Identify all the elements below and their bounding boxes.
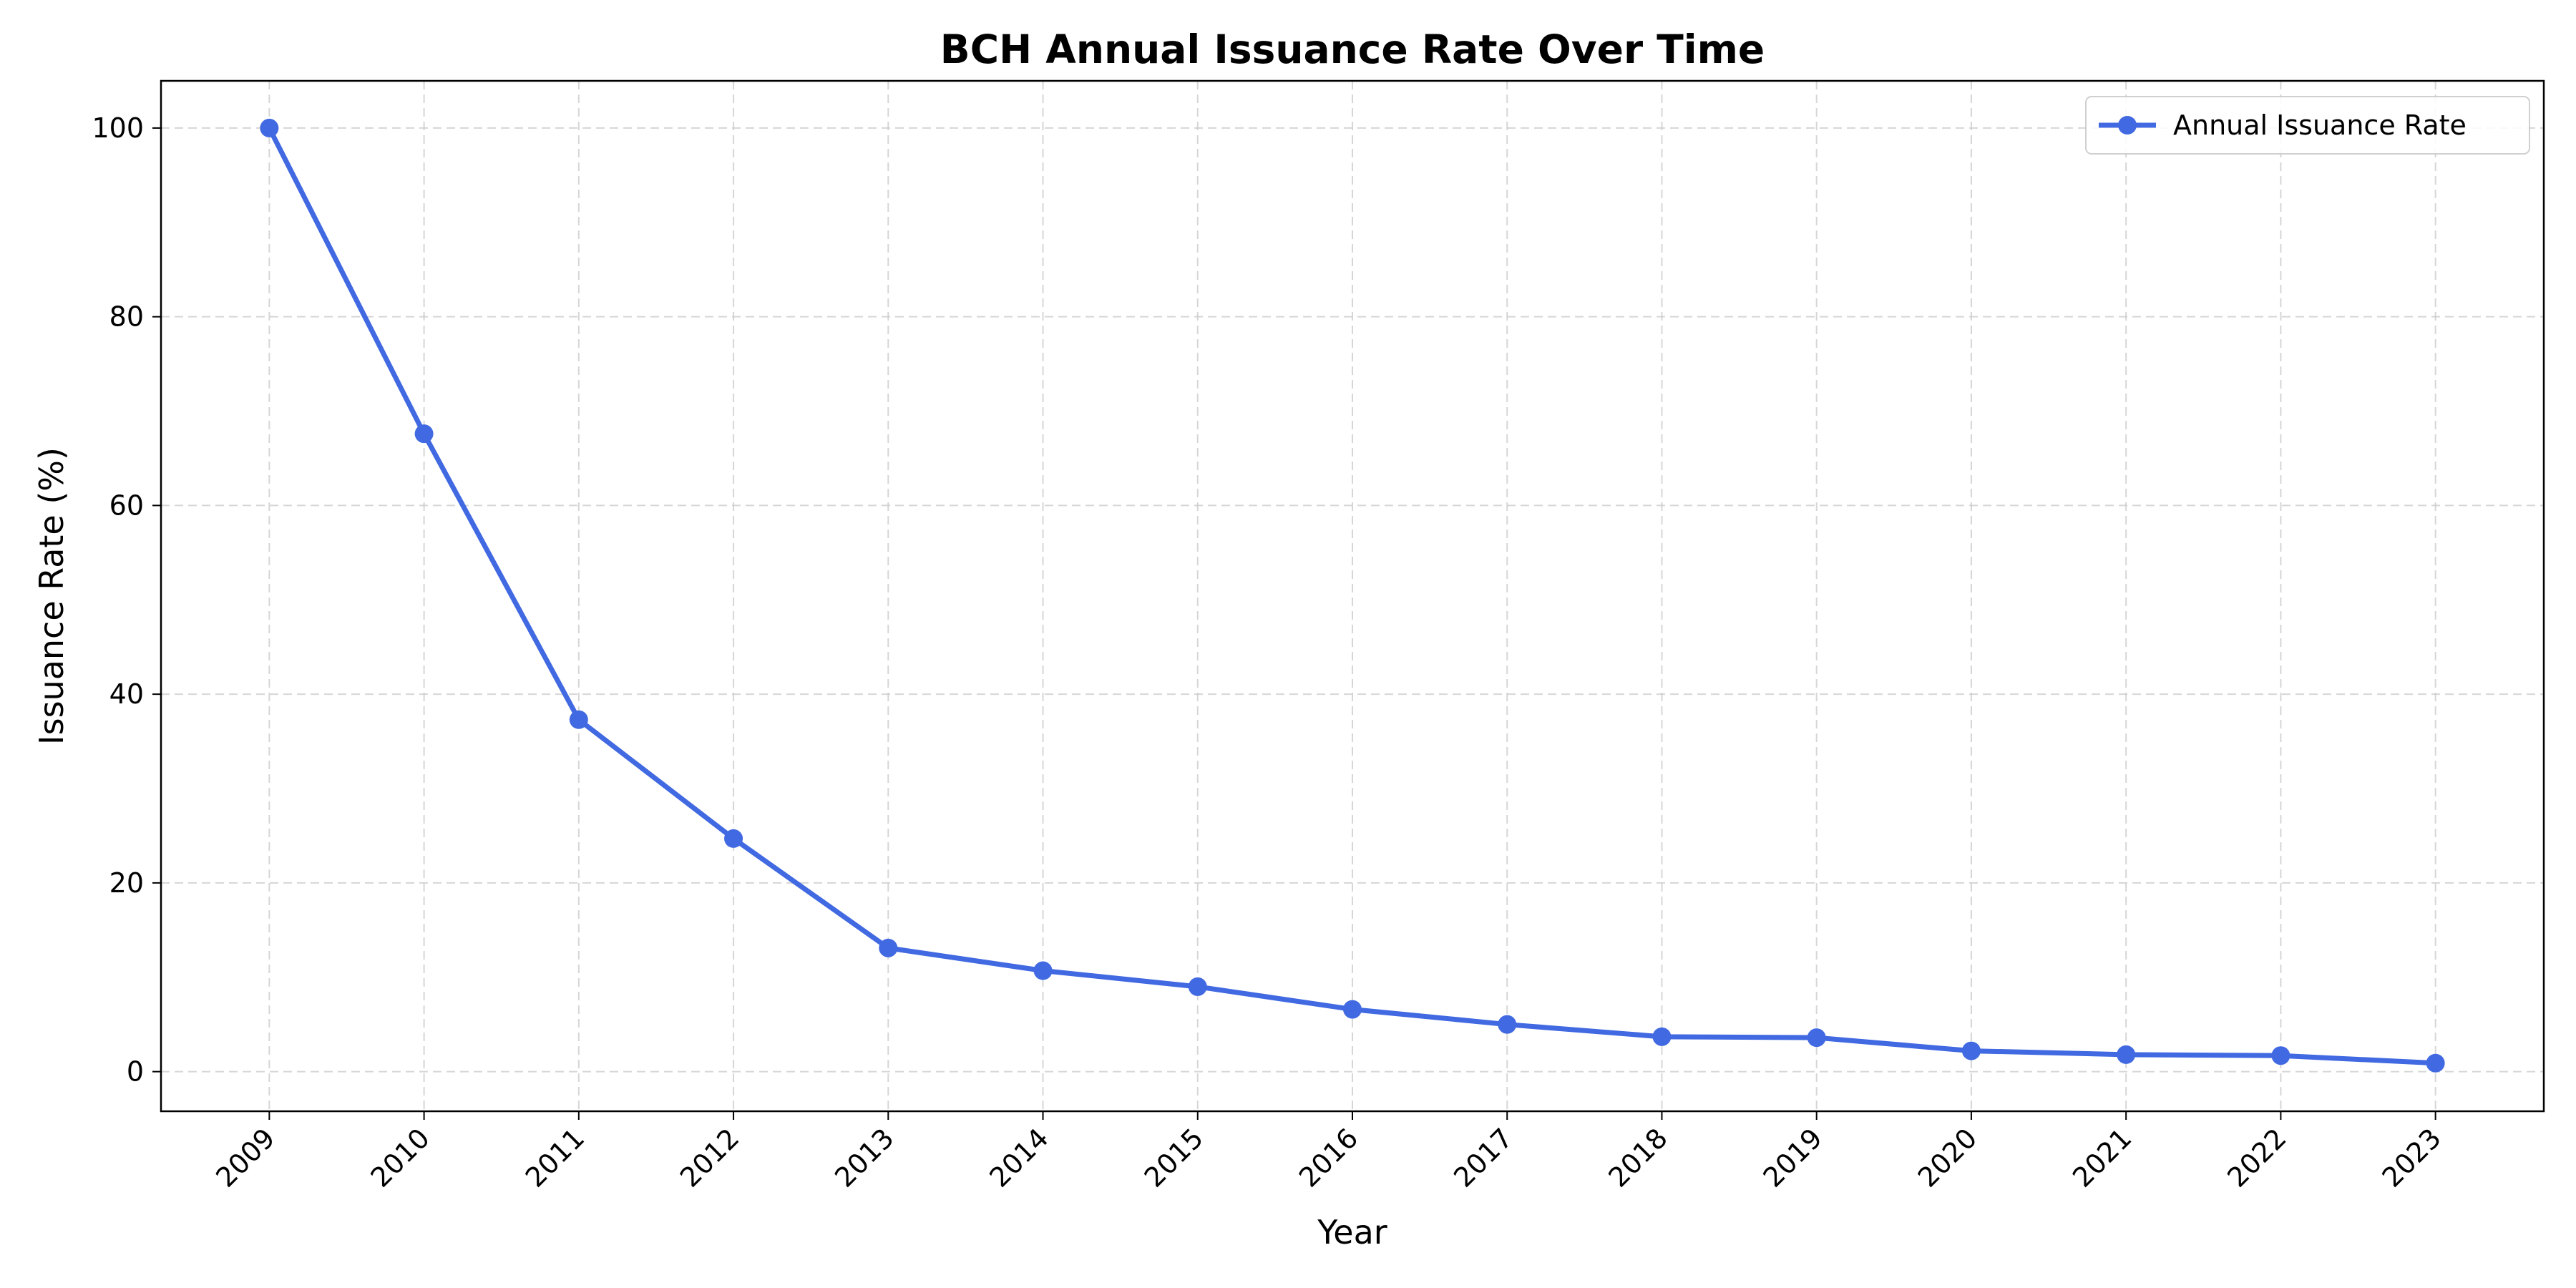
data-point: [2426, 1053, 2445, 1073]
y-tick-label: 80: [109, 301, 144, 333]
x-axis-title: Year: [1317, 1213, 1387, 1252]
x-tick-label: 2013: [829, 1122, 900, 1194]
data-point: [2271, 1046, 2290, 1065]
x-tick-label: 2018: [1602, 1122, 1674, 1194]
x-tick-label: 2017: [1448, 1122, 1519, 1194]
x-tick-label: 2016: [1293, 1122, 1365, 1194]
data-point: [1033, 961, 1053, 980]
series-layer: [260, 118, 2445, 1073]
data-point: [724, 829, 743, 848]
x-tick-label: 2022: [2221, 1122, 2293, 1194]
x-tick-label: 2014: [983, 1122, 1055, 1194]
data-point: [260, 118, 279, 137]
legend-marker-swatch: [2118, 116, 2137, 135]
data-point: [1961, 1041, 1981, 1060]
data-point: [569, 710, 588, 729]
series-line: [266, 125, 2439, 1066]
x-tick-label: 2009: [210, 1122, 281, 1194]
legend: Annual Issuance Rate: [2085, 96, 2530, 155]
data-point: [1807, 1028, 1826, 1048]
x-tick-label: 2010: [364, 1122, 436, 1194]
legend-box: [2085, 96, 2530, 155]
data-point: [1188, 977, 1207, 996]
y-tick-label: 60: [109, 489, 144, 521]
data-point: [1343, 1000, 1362, 1019]
x-tick-label: 2021: [2067, 1122, 2138, 1194]
legend-label: Annual Issuance Rate: [2173, 109, 2467, 141]
data-point: [1652, 1027, 1672, 1046]
data-point: [414, 424, 434, 444]
y-tick-label: 20: [109, 867, 144, 899]
x-tick-label: 2011: [519, 1122, 591, 1194]
x-tick-label: 2023: [2376, 1122, 2447, 1194]
chart-title: BCH Annual Issuance Rate Over Time: [940, 26, 1765, 72]
x-tick-label: 2015: [1138, 1122, 1210, 1194]
x-tick-label: 2012: [674, 1122, 746, 1194]
y-tick-label: 0: [127, 1056, 144, 1088]
grid-lines: [161, 81, 2544, 1111]
y-tick-label: 100: [92, 112, 144, 144]
axes: 0 20 40 60 80 100 2009 2010 2011 2012 2013 2014 2015…: [92, 79, 2545, 1194]
data-point: [879, 938, 898, 957]
y-axis-title: Issuance Rate (%): [32, 447, 71, 745]
data-point: [1498, 1015, 1517, 1034]
y-tick-label: 40: [109, 678, 144, 710]
x-tick-label: 2020: [1912, 1122, 1984, 1194]
data-point: [2117, 1045, 2136, 1064]
x-tick-label: 2019: [1757, 1122, 1829, 1194]
